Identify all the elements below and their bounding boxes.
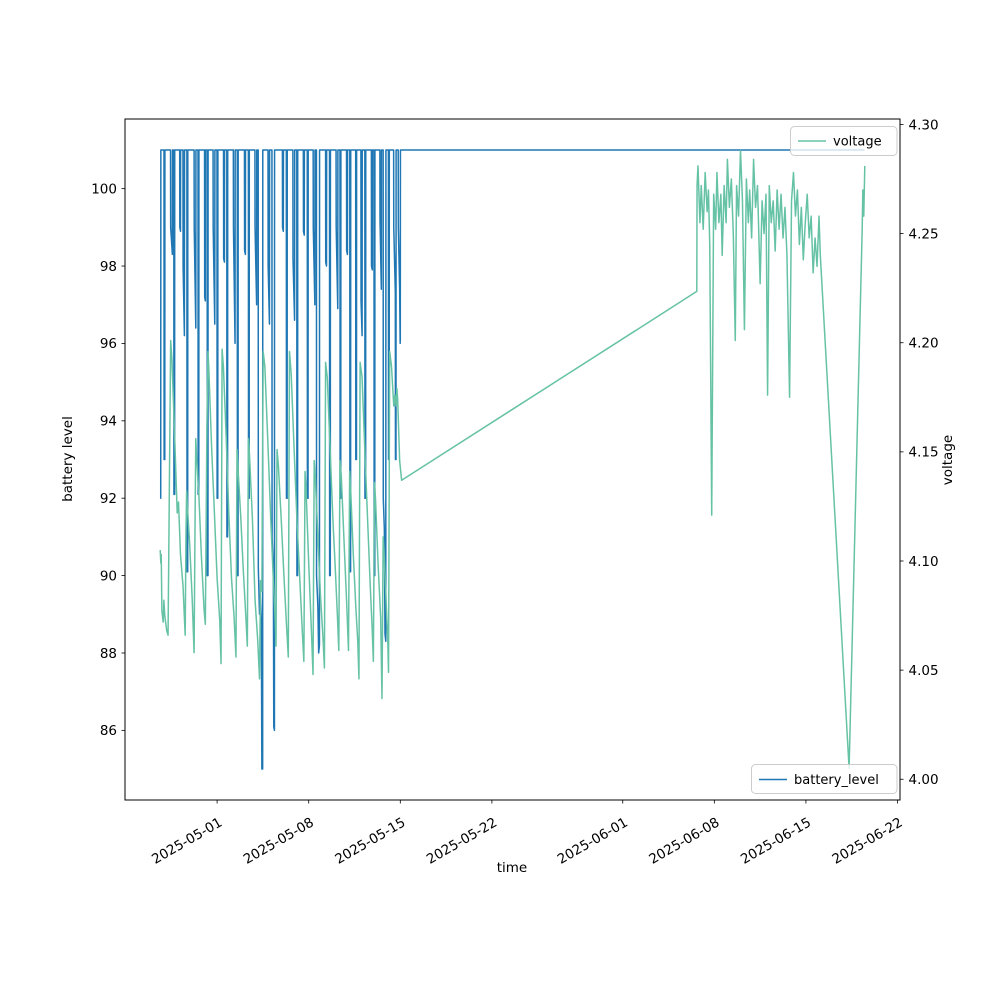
y-axis-label-right: voltage — [940, 435, 956, 485]
x-axis-label: time — [497, 860, 528, 876]
y-axis-ticks-right: 4.00 4.05 4.10 4.15 4.20 4.25 4.30 — [900, 117, 939, 788]
y-left-tick-label: 94 — [100, 414, 117, 430]
legend-voltage-label: voltage — [833, 135, 882, 150]
legend-voltage-box — [790, 126, 898, 156]
legend-battery-level-label: battery_level — [794, 773, 879, 788]
x-tick-label: 2025-05-01 — [149, 815, 225, 868]
x-tick-label: 2025-05-15 — [332, 815, 408, 868]
y-right-tick-label: 4.00 — [909, 772, 939, 788]
y-left-tick-label: 98 — [100, 259, 117, 275]
y-left-tick-label: 88 — [100, 646, 117, 662]
y-left-tick-label: 100 — [91, 181, 117, 197]
x-axis-ticks: 2025-05-01 2025-05-08 2025-05-15 2025-05-22… — [149, 800, 906, 868]
battery_level-line — [159, 149, 865, 770]
y-left-tick-label: 92 — [100, 491, 117, 507]
voltage-line — [159, 149, 866, 770]
y-left-tick-label: 96 — [100, 336, 117, 352]
y-axis-ticks-left: 86 88 90 92 94 96 98 100 — [91, 181, 125, 739]
x-tick-label: 2025-06-08 — [646, 815, 722, 868]
y-right-tick-label: 4.10 — [909, 554, 939, 570]
y-right-tick-label: 4.15 — [909, 445, 939, 461]
legend-battery-level-box — [751, 764, 898, 794]
y-left-tick-label: 86 — [100, 723, 117, 739]
plot-border — [124, 118, 901, 801]
x-tick-label: 2025-06-15 — [738, 815, 814, 868]
x-tick-label: 2025-05-08 — [241, 815, 317, 868]
y-right-tick-label: 4.05 — [909, 663, 939, 679]
y-right-tick-label: 4.30 — [909, 117, 939, 133]
y-right-tick-label: 4.20 — [909, 336, 939, 352]
y-axis-label-left: battery level — [60, 416, 76, 502]
x-tick-label: 2025-05-22 — [424, 815, 500, 868]
legend-battery-level: battery_level — [751, 764, 898, 794]
x-tick-label: 2025-06-22 — [830, 815, 906, 868]
y-left-tick-label: 90 — [100, 568, 117, 584]
x-tick-label: 2025-06-01 — [555, 815, 631, 868]
y-right-tick-label: 4.25 — [909, 226, 939, 242]
series-lines — [159, 149, 866, 770]
legend-voltage: voltage — [790, 126, 898, 156]
